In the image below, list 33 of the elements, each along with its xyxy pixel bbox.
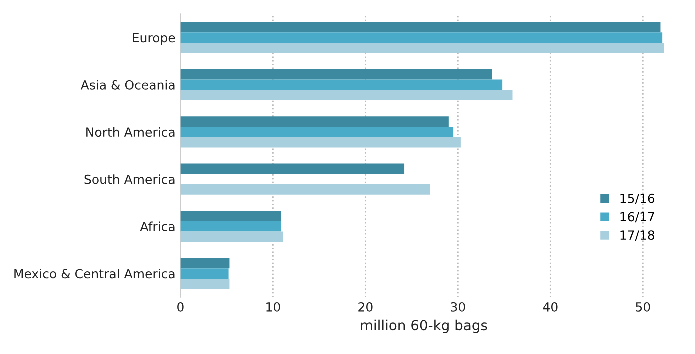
y-tick-label: Africa	[140, 222, 175, 232]
y-tick-label: Mexico & Central America	[14, 269, 175, 279]
bar	[180, 22, 661, 33]
bar	[180, 164, 405, 174]
bar	[180, 210, 282, 222]
x-tick-label: 40	[543, 302, 558, 312]
x-tick-label: 30	[451, 302, 466, 312]
bar	[180, 32, 663, 43]
y-tick-label: Asia & Oceania	[80, 80, 175, 90]
bar	[180, 184, 430, 195]
x-tick-label: 0	[178, 302, 184, 312]
bar	[180, 258, 230, 269]
bar	[180, 116, 449, 127]
x-tick-label: 10	[266, 302, 280, 312]
legend-label: 17/18	[620, 230, 655, 242]
x-tick-label: 20	[358, 302, 373, 312]
bar	[180, 221, 282, 232]
legend-label: 16/17	[620, 212, 654, 223]
y-tick-label: North America	[86, 127, 175, 138]
bar	[180, 278, 230, 290]
bar	[180, 90, 513, 101]
bar	[180, 42, 664, 54]
x-axis-title: million 60-kg bags	[361, 320, 488, 334]
bar	[180, 80, 503, 90]
bar	[180, 232, 284, 242]
x-tick-label: 50	[636, 302, 650, 312]
bar	[180, 69, 492, 80]
legend-label: 15/16	[620, 194, 655, 204]
y-tick-label: South America	[84, 174, 175, 184]
bar	[180, 268, 229, 279]
bar	[180, 137, 461, 148]
bar	[180, 126, 454, 138]
y-tick-label: Europe	[133, 33, 176, 46]
